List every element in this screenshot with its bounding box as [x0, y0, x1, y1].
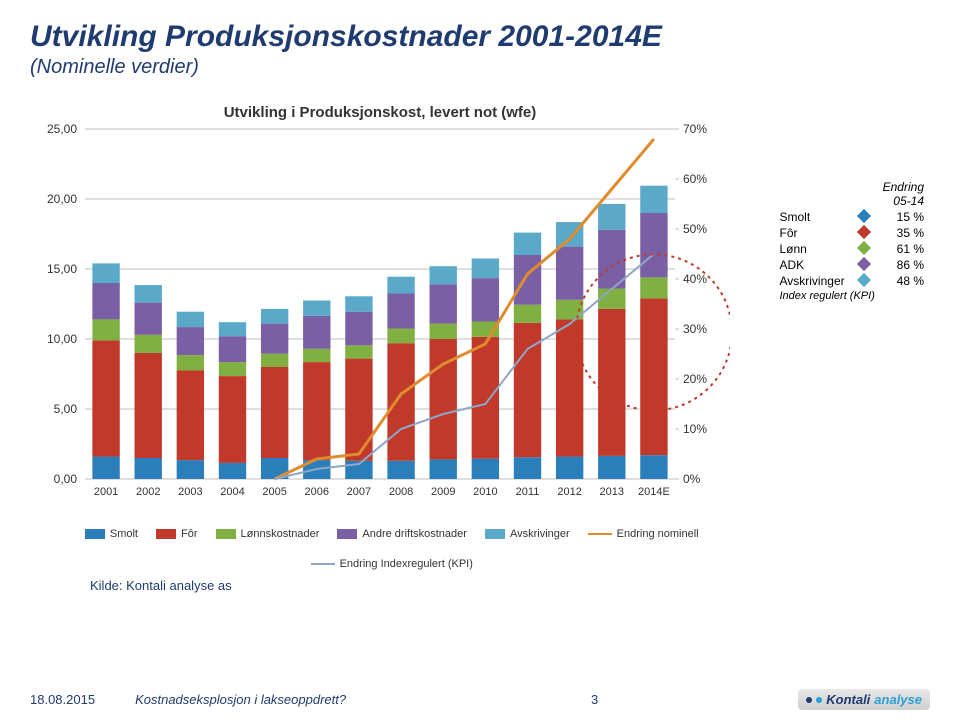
svg-text:2011: 2011 [516, 486, 540, 498]
svg-text:2003: 2003 [178, 486, 202, 498]
svg-text:2002: 2002 [136, 486, 160, 498]
svg-text:2009: 2009 [431, 486, 455, 498]
legend-item: Endring nominell [588, 528, 699, 540]
svg-text:2001: 2001 [94, 486, 118, 498]
svg-text:Utvikling i Produksjonskost, l: Utvikling i Produksjonskost, levert not … [224, 104, 537, 121]
chart-legend-bottom: Smolt Fôr Lønnskostnader Andre driftskostna… [30, 528, 753, 570]
cost-chart: Utvikling i Produksjonskost, levert not … [30, 99, 730, 519]
svg-text:0%: 0% [683, 472, 701, 486]
svg-text:0,00: 0,00 [54, 472, 78, 486]
svg-text:2010: 2010 [473, 486, 497, 498]
svg-text:10,00: 10,00 [47, 332, 77, 346]
svg-text:2004: 2004 [220, 486, 244, 498]
page-subtitle: (Nominelle verdier) [30, 56, 930, 79]
legend-item: Avskrivinger [485, 528, 570, 540]
logo-dot-icon [816, 697, 822, 703]
footer-page-number: 3 [591, 692, 598, 707]
svg-text:30%: 30% [683, 322, 707, 336]
svg-text:2013: 2013 [600, 486, 624, 498]
footer-date: 18.08.2015 [30, 692, 95, 707]
legend-item: Andre driftskostnader [337, 528, 467, 540]
slide-footer: 18.08.2015 Kostnadseksplosjon i lakseopp… [30, 689, 930, 710]
legend-item: Fôr [156, 528, 198, 540]
svg-text:40%: 40% [683, 272, 707, 286]
svg-text:2014E: 2014E [638, 486, 670, 498]
svg-text:20,00: 20,00 [47, 192, 77, 206]
svg-text:60%: 60% [683, 172, 707, 186]
svg-text:2008: 2008 [389, 486, 413, 498]
svg-text:2012: 2012 [557, 486, 581, 498]
legend-item: Lønnskostnader [216, 528, 320, 540]
legend-item: Smolt [85, 528, 138, 540]
chart-legend-right: Endring05-14Smolt15 %Fôr35 %Lønn61 %ADK8… [773, 179, 930, 303]
logo-dot-icon [806, 697, 812, 703]
svg-text:5,00: 5,00 [54, 402, 78, 416]
footer-title: Kostnadseksplosjon i lakseoppdrett? [135, 692, 591, 707]
legend-item: Endring Indexregulert (KPI) [311, 558, 473, 570]
chart-source: Kilde: Kontali analyse as [90, 578, 753, 593]
svg-text:25,00: 25,00 [47, 122, 77, 136]
svg-text:2007: 2007 [347, 486, 371, 498]
page-title: Utvikling Produksjonskostnader 2001-2014… [30, 20, 930, 54]
svg-text:50%: 50% [683, 222, 707, 236]
svg-text:20%: 20% [683, 372, 707, 386]
svg-text:2005: 2005 [262, 486, 286, 498]
brand-logo: Kontali analyse [798, 689, 930, 710]
svg-text:2006: 2006 [305, 486, 329, 498]
svg-text:70%: 70% [683, 122, 707, 136]
svg-text:10%: 10% [683, 422, 707, 436]
svg-text:15,00: 15,00 [47, 262, 77, 276]
